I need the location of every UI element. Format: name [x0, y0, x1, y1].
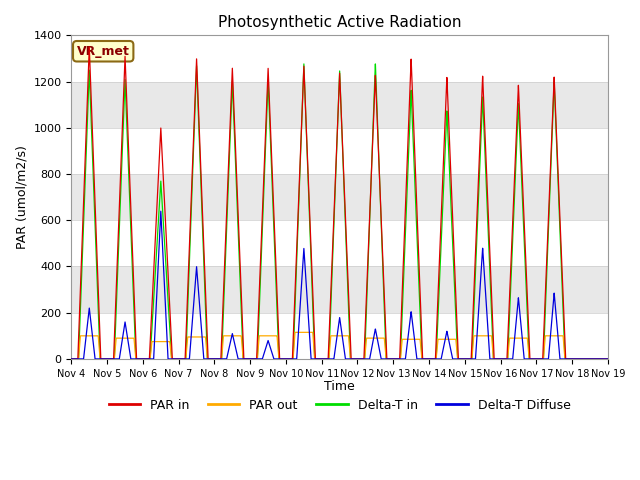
Y-axis label: PAR (umol/m2/s): PAR (umol/m2/s)	[15, 145, 28, 249]
Legend: PAR in, PAR out, Delta-T in, Delta-T Diffuse: PAR in, PAR out, Delta-T in, Delta-T Dif…	[104, 395, 575, 418]
Bar	[72, 174, 608, 220]
Text: VR_met: VR_met	[77, 45, 130, 58]
Bar	[72, 266, 608, 312]
Title: Photosynthetic Active Radiation: Photosynthetic Active Radiation	[218, 15, 461, 30]
Bar	[72, 82, 608, 128]
X-axis label: Time: Time	[324, 380, 355, 393]
